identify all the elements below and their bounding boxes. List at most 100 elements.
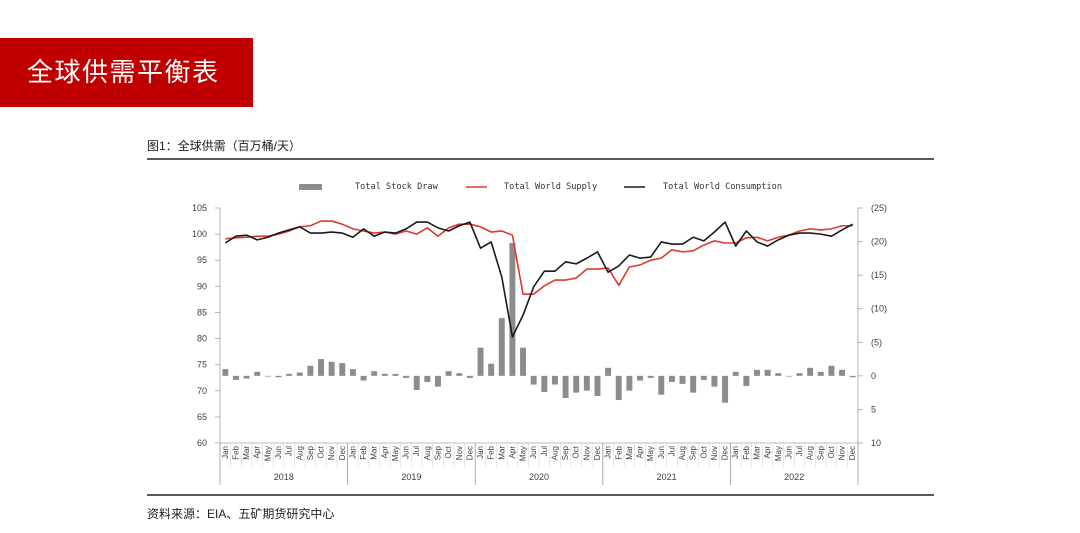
month-tick-label: Dec: [721, 446, 730, 460]
left-axis-tick-label: 80: [197, 334, 207, 344]
left-axis-tick-label: 85: [197, 307, 207, 317]
month-tick-label: Apr: [763, 446, 772, 459]
stock-draw-bar: [488, 363, 495, 376]
right-axis-tick-label: 10: [871, 438, 881, 448]
stock-draw-bar: [520, 347, 527, 376]
stock-draw-bar: [413, 375, 420, 390]
month-tick-label: Jan: [221, 446, 230, 459]
month-tick-label: Jun: [402, 446, 411, 459]
left-axis-tick-label: 95: [197, 255, 207, 265]
stock-draw-bar: [711, 375, 718, 387]
month-tick-label: Dec: [593, 446, 602, 460]
stock-draw-bar: [222, 369, 229, 376]
stock-draw-bar: [296, 372, 303, 376]
stock-draw-bar: [530, 375, 537, 385]
stock-draw-bar: [679, 375, 686, 384]
legend-label-supply: Total World Supply: [504, 182, 597, 192]
stock-draw-bar: [594, 375, 601, 396]
month-tick-label: Nov: [455, 446, 464, 460]
stock-draw-bar: [509, 242, 516, 376]
x-axis: Jan Feb Mar Apr May Jun Jul Aug Sep Oct Nov Dec2018…: [219, 443, 859, 485]
month-tick-label: Jun: [274, 446, 283, 459]
stock-draw-bar: [615, 375, 622, 401]
year-label: 2021: [657, 472, 677, 482]
stock-draw-bar: [424, 375, 431, 382]
month-tick-label: Jul: [285, 446, 294, 456]
month-tick-label: Mar: [625, 446, 634, 460]
stock-draw-bar: [349, 369, 356, 376]
month-tick-label: Mar: [752, 446, 761, 460]
stock-draw-bar: [264, 375, 271, 377]
month-tick-label: Jul: [412, 446, 421, 456]
stock-draw-bar: [849, 375, 856, 378]
caption-rule: [147, 158, 934, 160]
stock-draw-bar: [817, 371, 824, 376]
stock-draw-bar: [573, 375, 580, 393]
stock-draw-bar: [275, 375, 282, 378]
stock-draw-bar: [445, 371, 452, 376]
year-label: 2018: [274, 472, 294, 482]
month-tick-label: Feb: [359, 445, 368, 459]
month-tick-label: Oct: [444, 445, 453, 458]
month-tick-label: May: [263, 446, 272, 461]
month-tick-label: Oct: [317, 445, 326, 458]
stock-draw-bar: [828, 365, 835, 376]
stock-draw-bar: [371, 371, 378, 376]
month-tick-label: Mar: [370, 446, 379, 460]
stock-draw-bar: [690, 375, 697, 393]
legend-swatch-stock-draw: [299, 184, 322, 190]
month-tick-label: Apr: [253, 446, 262, 459]
left-axis-tick-label: 75: [197, 360, 207, 370]
month-tick-label: Jun: [529, 446, 538, 459]
legend: Total Stock Draw Total World Supply Tota…: [299, 182, 782, 192]
month-tick-label: Apr: [380, 446, 389, 459]
month-tick-label: Sep: [561, 445, 570, 460]
stock-draw-bar: [839, 369, 846, 376]
stock-draw-bar: [477, 347, 484, 376]
stock-draw-bar: [700, 375, 707, 380]
month-tick-label: Aug: [423, 446, 432, 460]
stock-draw-bar: [732, 371, 739, 376]
month-tick-label: Nov: [710, 446, 719, 460]
stock-draw-bar: [456, 373, 463, 376]
stock-draw-bar: [754, 369, 760, 376]
right-axis-tick-label: (25): [871, 203, 887, 213]
stock-draw-bar: [743, 375, 750, 386]
stock-draw-bar: [392, 373, 399, 376]
month-tick-label: Nov: [582, 446, 591, 460]
month-tick-label: Jan: [731, 446, 740, 459]
stock-draw-bar: [775, 373, 782, 376]
stock-draw-bar: [307, 365, 314, 376]
source-note: 资料来源：EIA、五矿期货研究中心: [147, 507, 335, 521]
stock-draw-bar: [318, 359, 324, 376]
stock-draw-bar: [381, 373, 388, 376]
stock-draw-bar: [764, 369, 771, 376]
stock-draw-bars: [222, 242, 856, 403]
month-tick-label: Aug: [550, 446, 559, 460]
month-tick-label: Mar: [497, 446, 506, 460]
stock-draw-bar: [583, 375, 590, 391]
year-label: 2022: [784, 472, 804, 482]
stock-draw-bar: [466, 375, 473, 378]
month-tick-label: Jan: [348, 446, 357, 459]
stock-draw-bar: [722, 375, 729, 403]
stock-draw-bar: [785, 375, 792, 377]
source-rule: [147, 494, 934, 496]
stock-draw-bar: [668, 375, 675, 382]
stock-draw-bar: [658, 375, 665, 395]
month-tick-label: May: [391, 446, 400, 461]
month-tick-label: Aug: [806, 446, 815, 460]
stock-draw-bar: [551, 375, 558, 385]
right-axis-tick-label: (10): [871, 304, 887, 314]
month-tick-label: Sep: [306, 445, 315, 460]
month-tick-label: Feb: [742, 445, 751, 459]
month-tick-label: Mar: [242, 446, 251, 460]
month-tick-label: Feb: [231, 445, 240, 459]
supply-line: [225, 220, 853, 295]
stock-draw-bar: [328, 361, 335, 376]
month-tick-label: Aug: [678, 446, 687, 460]
month-tick-label: Nov: [327, 446, 336, 460]
month-tick-label: Sep: [689, 445, 698, 460]
stock-draw-bar: [605, 367, 612, 376]
